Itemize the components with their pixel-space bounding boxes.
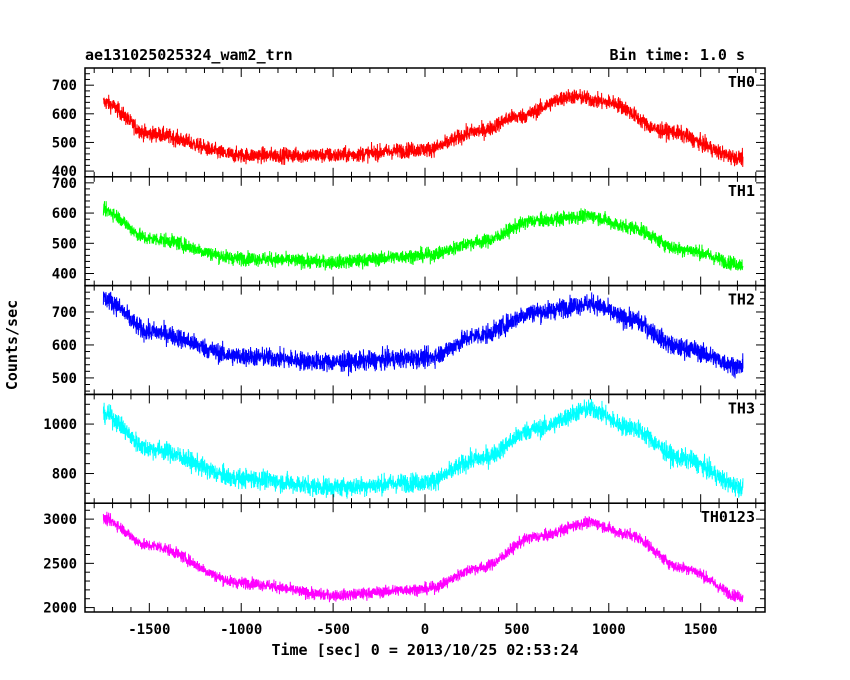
y-tick-label: 600 — [52, 338, 77, 354]
y-tick-label: 500 — [52, 135, 77, 151]
x-tick-label: 0 — [421, 622, 429, 638]
x-tick-label: 500 — [504, 622, 529, 638]
panel-label-th3: TH3 — [728, 399, 755, 417]
y-tick-label: 500 — [52, 236, 77, 252]
series-line-th2 — [102, 291, 744, 379]
x-tick-label: -1500 — [128, 622, 170, 638]
panel-th0123: 2000 2500 3000 TH0123 — [43, 502, 766, 617]
y-tick-label: 400 — [52, 164, 77, 180]
y-tick-label: 2000 — [43, 601, 77, 617]
series-line-th1 — [102, 201, 744, 271]
y-tick-label: 500 — [52, 371, 77, 387]
x-axis-label: Time [sec] 0 = 2013/10/25 02:53:24 — [271, 641, 578, 659]
series-line-th0123 — [102, 511, 744, 603]
panel-label-th1: TH1 — [728, 182, 755, 200]
y-tick-label: 600 — [52, 107, 77, 123]
panel-th3: 800 1000 TH3 — [43, 393, 766, 504]
panel-label-th0: TH0 — [728, 73, 755, 91]
x-tick-label: 1000 — [592, 622, 626, 638]
bin-time-label: Bin time: 1.0 s — [610, 46, 745, 64]
y-tick-label: 600 — [52, 206, 77, 222]
panel-frame — [84, 67, 766, 178]
series-line-th0 — [102, 88, 744, 167]
y-tick-label: 3000 — [43, 512, 77, 528]
panels: 400 500 600 700 TH0 400 500 600 700 TH1 500 600 700 T… — [43, 67, 766, 638]
panel-label-th2: TH2 — [728, 291, 755, 309]
panel-label-th0123: TH0123 — [701, 508, 755, 526]
panel-th2: 500 600 700 TH2 — [52, 284, 766, 396]
y-tick-label: 2500 — [43, 556, 77, 572]
panel-th0: 400 500 600 700 TH0 — [52, 67, 766, 180]
panel-frame — [84, 176, 766, 287]
y-tick-label: 1000 — [43, 417, 77, 433]
chart-title: ae131025025324_wam2_trn — [85, 46, 293, 64]
x-tick-label: -1000 — [220, 622, 262, 638]
panel-th1: 400 500 600 700 TH1 — [52, 176, 766, 287]
y-tick-label: 400 — [52, 267, 77, 283]
y-tick-label: 700 — [52, 176, 77, 192]
x-tick-label: -500 — [316, 622, 350, 638]
x-tick-label: 1500 — [684, 622, 718, 638]
y-tick-label: 800 — [52, 467, 77, 483]
y-axis-label: Counts/sec — [3, 300, 21, 390]
y-tick-label: 700 — [52, 305, 77, 321]
series-line-th3 — [102, 399, 744, 499]
y-tick-label: 700 — [52, 78, 77, 94]
